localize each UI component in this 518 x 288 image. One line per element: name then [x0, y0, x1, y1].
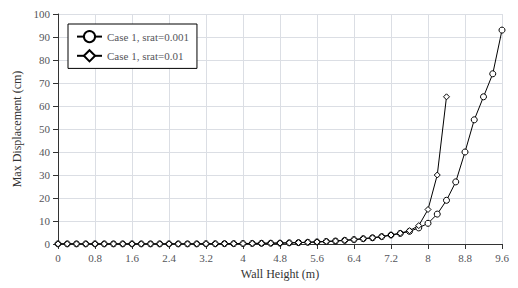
svg-text:Wall Height (m): Wall Height (m) — [241, 267, 319, 281]
svg-text:4.8: 4.8 — [273, 252, 287, 264]
svg-text:100: 100 — [34, 8, 51, 20]
svg-text:9.6: 9.6 — [495, 252, 509, 264]
svg-text:Case 1, srat=0.001: Case 1, srat=0.001 — [107, 31, 189, 43]
svg-text:3.2: 3.2 — [199, 252, 213, 264]
svg-text:8.8: 8.8 — [458, 252, 472, 264]
svg-text:60: 60 — [39, 100, 51, 112]
svg-text:Max Displacement (cm): Max Displacement (cm) — [10, 71, 24, 188]
svg-text:8: 8 — [425, 252, 431, 264]
svg-text:40: 40 — [39, 146, 51, 158]
svg-text:1.6: 1.6 — [125, 252, 139, 264]
svg-text:6.4: 6.4 — [347, 252, 361, 264]
svg-text:50: 50 — [39, 123, 51, 135]
svg-text:0: 0 — [45, 238, 51, 250]
svg-text:2.4: 2.4 — [162, 252, 176, 264]
svg-text:10: 10 — [39, 215, 51, 227]
svg-text:5.6: 5.6 — [310, 252, 324, 264]
svg-text:70: 70 — [39, 77, 51, 89]
svg-text:7.2: 7.2 — [384, 252, 398, 264]
svg-text:4: 4 — [240, 252, 246, 264]
svg-text:80: 80 — [39, 54, 51, 66]
svg-text:0: 0 — [55, 252, 61, 264]
svg-text:20: 20 — [39, 192, 51, 204]
svg-text:90: 90 — [39, 31, 51, 43]
svg-text:Case 1, srat=0.01: Case 1, srat=0.01 — [107, 50, 183, 62]
svg-text:0.8: 0.8 — [88, 252, 102, 264]
svg-text:30: 30 — [39, 169, 51, 181]
